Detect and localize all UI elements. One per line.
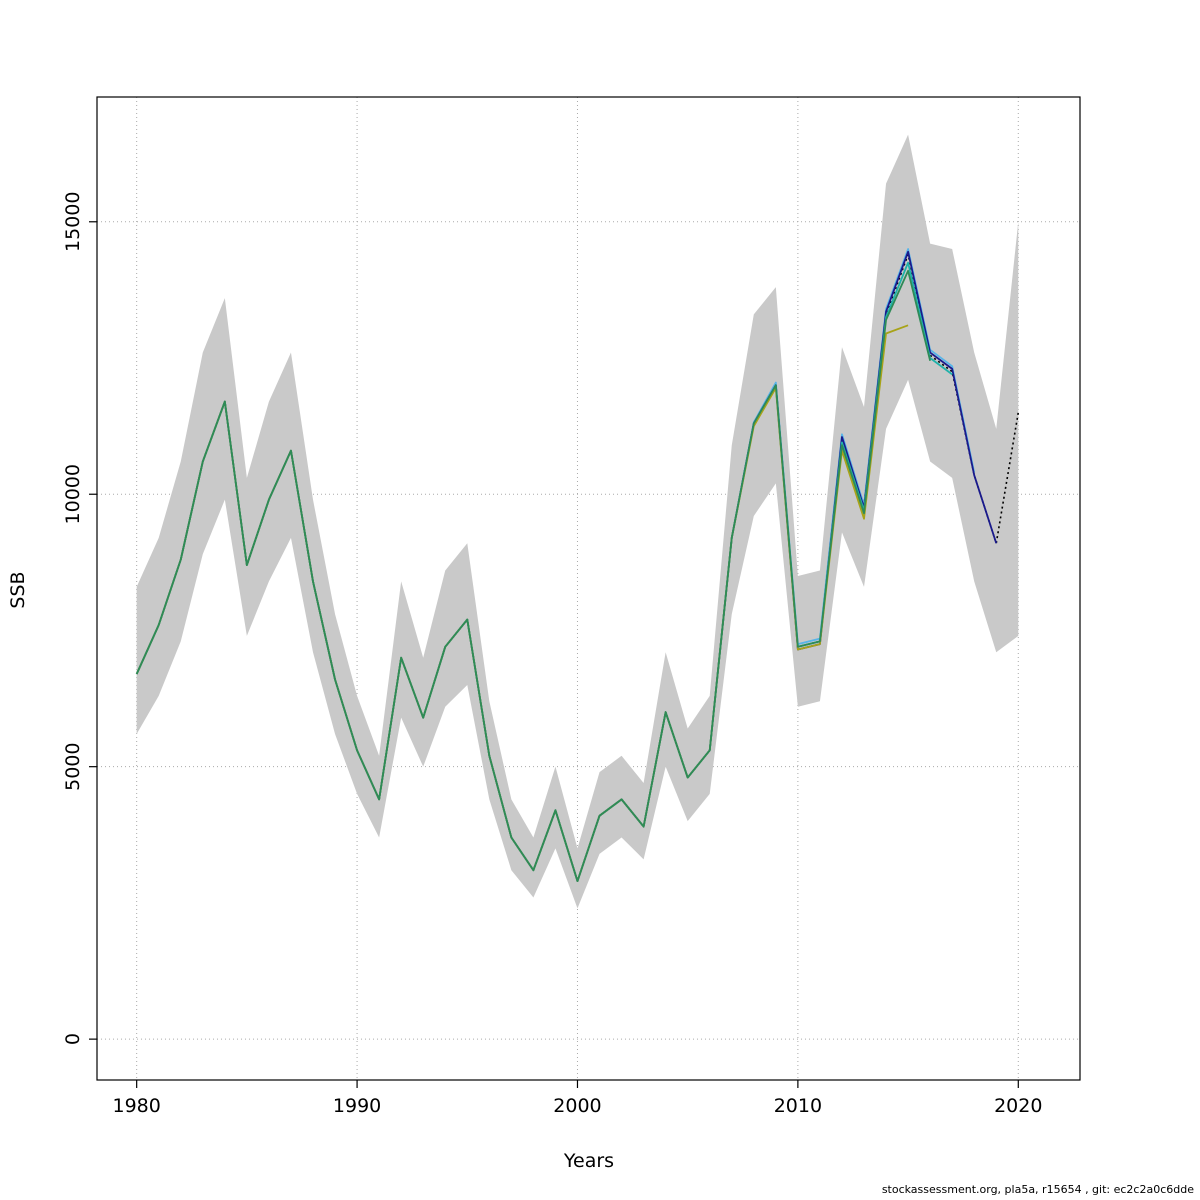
x-tick-label: 1980 [112,1095,160,1117]
x-axis-label: Years [563,1150,615,1172]
y-tick-label: 5000 [62,743,84,791]
x-tick-label: 1990 [333,1095,381,1117]
confidence-band [136,134,1019,909]
y-tick-label: 10000 [62,464,84,524]
x-tick-label: 2020 [994,1095,1042,1117]
x-tick-label: 2000 [553,1095,601,1117]
y-tick-label: 0 [62,1033,84,1045]
y-tick-label: 15000 [62,192,84,252]
retro-peel-2016 [135,269,931,883]
x-tick-label: 2010 [774,1095,822,1117]
y-axis-label: SSB [7,571,29,609]
footer-attribution: stockassessment.org, pla5a, r15654 , git… [881,1183,1194,1196]
plot-frame [96,96,1081,1081]
